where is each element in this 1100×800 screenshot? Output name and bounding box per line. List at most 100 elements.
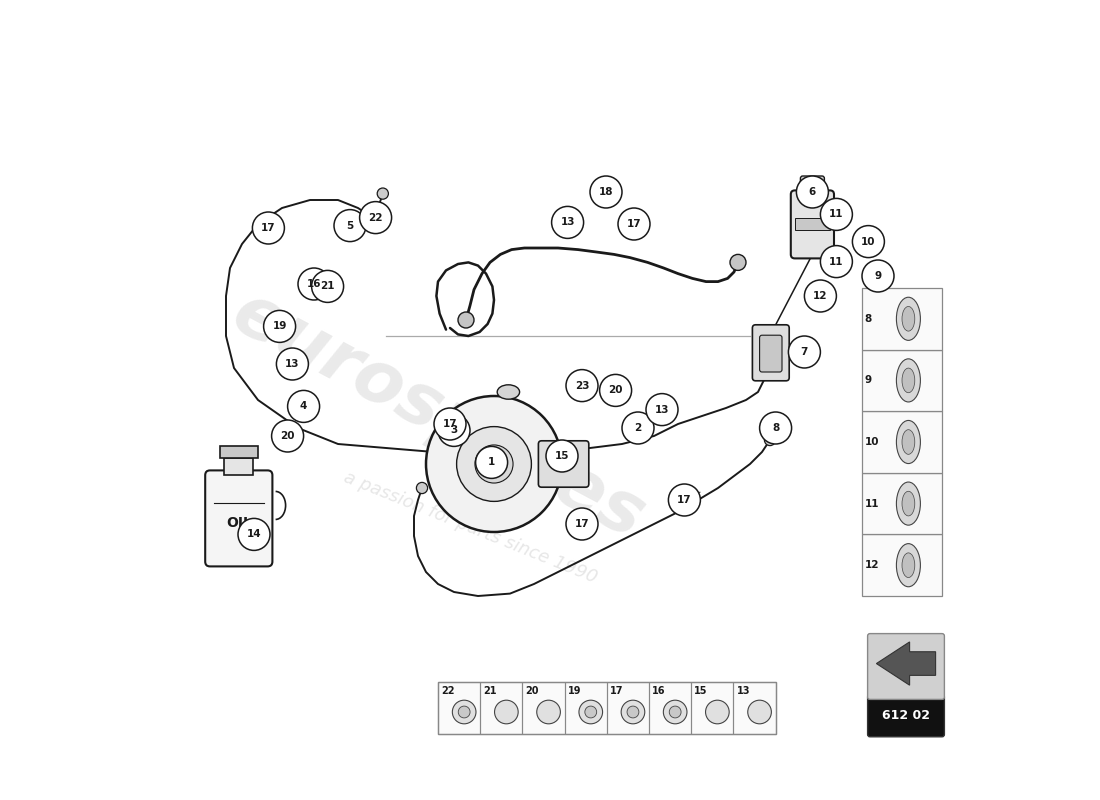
Text: 12: 12 bbox=[813, 291, 827, 301]
Text: 22: 22 bbox=[441, 686, 454, 695]
Text: 15: 15 bbox=[554, 451, 570, 461]
Text: 10: 10 bbox=[861, 237, 876, 246]
Text: 11: 11 bbox=[829, 257, 844, 266]
Bar bbox=[224, 458, 253, 475]
Circle shape bbox=[456, 426, 531, 502]
Circle shape bbox=[377, 188, 388, 199]
Text: 17: 17 bbox=[261, 223, 276, 233]
Text: 6: 6 bbox=[808, 187, 816, 197]
Text: 17: 17 bbox=[442, 419, 458, 429]
Ellipse shape bbox=[497, 385, 519, 399]
Text: 9: 9 bbox=[865, 375, 871, 386]
Circle shape bbox=[426, 396, 562, 532]
FancyBboxPatch shape bbox=[538, 441, 588, 487]
Circle shape bbox=[585, 706, 596, 718]
Circle shape bbox=[730, 254, 746, 270]
Ellipse shape bbox=[896, 298, 921, 340]
Circle shape bbox=[459, 706, 470, 718]
Text: 20: 20 bbox=[280, 431, 295, 441]
Text: 13: 13 bbox=[654, 405, 669, 414]
Circle shape bbox=[551, 206, 584, 238]
Text: 612 02: 612 02 bbox=[882, 710, 930, 722]
Text: 8: 8 bbox=[772, 423, 779, 433]
Text: 11: 11 bbox=[865, 498, 879, 509]
Circle shape bbox=[546, 440, 578, 472]
Circle shape bbox=[434, 408, 466, 440]
Circle shape bbox=[366, 212, 378, 223]
Circle shape bbox=[311, 270, 343, 302]
FancyBboxPatch shape bbox=[791, 190, 834, 258]
Bar bbox=[438, 682, 776, 734]
Ellipse shape bbox=[902, 430, 915, 454]
Circle shape bbox=[334, 210, 366, 242]
Circle shape bbox=[238, 518, 270, 550]
Circle shape bbox=[760, 412, 792, 444]
Circle shape bbox=[669, 484, 701, 516]
Circle shape bbox=[590, 176, 621, 208]
Text: 1: 1 bbox=[488, 458, 495, 467]
Text: 20: 20 bbox=[608, 386, 623, 395]
Circle shape bbox=[669, 706, 681, 718]
Text: 20: 20 bbox=[526, 686, 539, 695]
Text: 16: 16 bbox=[652, 686, 666, 695]
Circle shape bbox=[475, 446, 507, 478]
Circle shape bbox=[821, 198, 852, 230]
Text: 4: 4 bbox=[300, 402, 307, 411]
Bar bbox=[522, 682, 564, 734]
Bar bbox=[862, 534, 942, 596]
Ellipse shape bbox=[896, 482, 921, 525]
Text: 19: 19 bbox=[273, 322, 287, 331]
Circle shape bbox=[663, 700, 688, 724]
Text: 12: 12 bbox=[865, 560, 879, 570]
Circle shape bbox=[705, 700, 729, 724]
Circle shape bbox=[748, 700, 771, 724]
Circle shape bbox=[298, 268, 330, 300]
FancyBboxPatch shape bbox=[801, 176, 824, 197]
Bar bbox=[607, 682, 649, 734]
Ellipse shape bbox=[896, 421, 921, 463]
Circle shape bbox=[417, 482, 428, 494]
Circle shape bbox=[862, 260, 894, 292]
Text: 8: 8 bbox=[865, 314, 871, 324]
Circle shape bbox=[789, 336, 821, 368]
Text: 2: 2 bbox=[635, 423, 641, 433]
Text: a passion for parts since 1990: a passion for parts since 1990 bbox=[341, 469, 600, 587]
Ellipse shape bbox=[896, 359, 921, 402]
FancyBboxPatch shape bbox=[760, 335, 782, 372]
Ellipse shape bbox=[896, 544, 921, 586]
Text: 23: 23 bbox=[574, 381, 590, 390]
Circle shape bbox=[852, 226, 884, 258]
Text: 11: 11 bbox=[829, 210, 844, 219]
Text: 19: 19 bbox=[568, 686, 581, 695]
FancyBboxPatch shape bbox=[868, 694, 945, 737]
Bar bbox=[220, 446, 258, 458]
Circle shape bbox=[796, 176, 828, 208]
Bar bbox=[862, 288, 942, 350]
Text: 17: 17 bbox=[678, 495, 692, 505]
Circle shape bbox=[804, 280, 836, 312]
Text: 14: 14 bbox=[246, 530, 262, 539]
Text: 9: 9 bbox=[874, 271, 881, 281]
Circle shape bbox=[537, 700, 560, 724]
Circle shape bbox=[627, 706, 639, 718]
Circle shape bbox=[452, 700, 476, 724]
Text: 16: 16 bbox=[307, 279, 321, 289]
FancyBboxPatch shape bbox=[795, 218, 830, 230]
Circle shape bbox=[566, 508, 598, 540]
Ellipse shape bbox=[902, 306, 915, 331]
Text: 17: 17 bbox=[627, 219, 641, 229]
Ellipse shape bbox=[902, 368, 915, 393]
Text: 13: 13 bbox=[737, 686, 750, 695]
Circle shape bbox=[600, 374, 631, 406]
Text: eurospares: eurospares bbox=[220, 278, 656, 554]
Bar bbox=[649, 682, 691, 734]
Circle shape bbox=[618, 208, 650, 240]
Ellipse shape bbox=[902, 491, 915, 516]
Text: 3: 3 bbox=[450, 426, 458, 435]
Text: 5: 5 bbox=[346, 221, 353, 230]
Circle shape bbox=[579, 700, 603, 724]
Text: 13: 13 bbox=[285, 359, 299, 369]
Text: 13: 13 bbox=[560, 218, 575, 227]
Circle shape bbox=[264, 310, 296, 342]
Circle shape bbox=[821, 246, 852, 278]
